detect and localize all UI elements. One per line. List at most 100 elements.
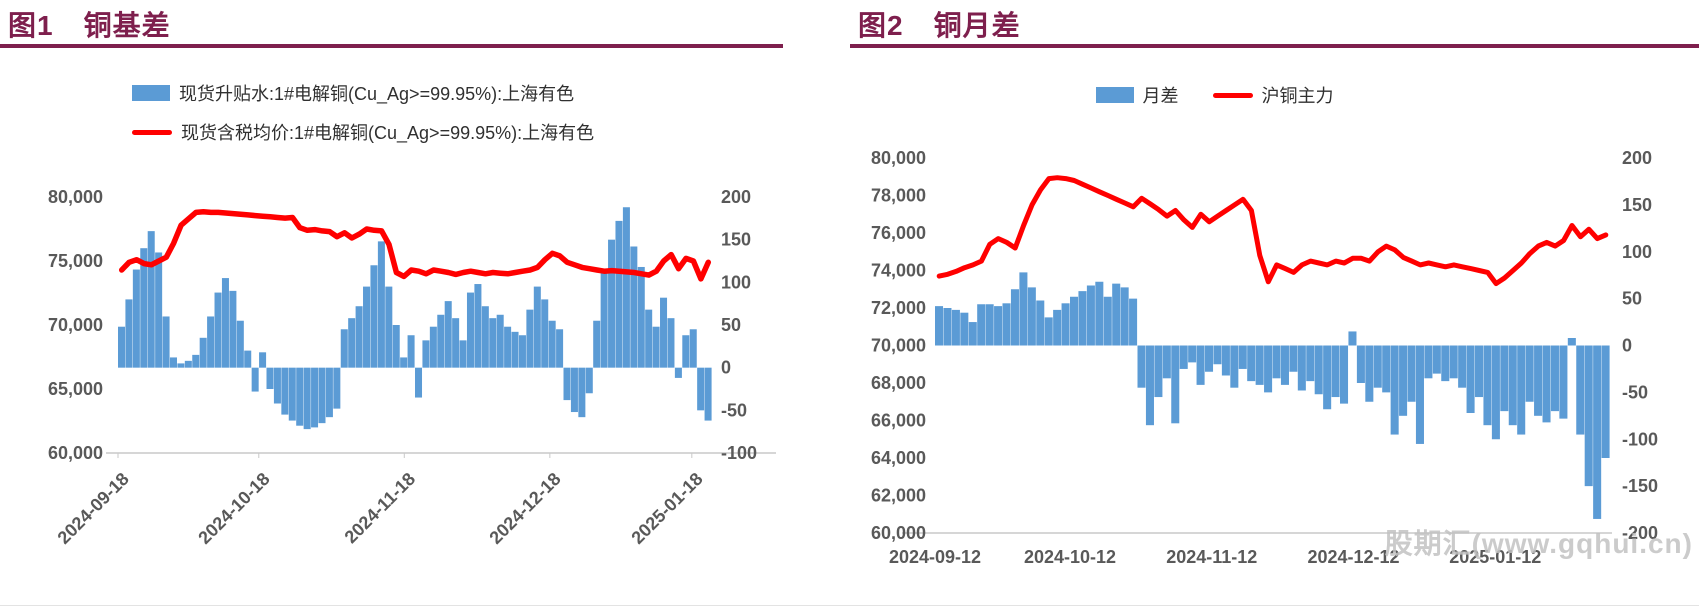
figure2-legend: 月差 沪铜主力 bbox=[850, 82, 1699, 108]
spread-bar bbox=[1593, 345, 1602, 519]
left-axis-tick-label: 76,000 bbox=[871, 223, 926, 243]
spread-bar bbox=[1078, 291, 1087, 346]
spread-bar bbox=[1542, 345, 1551, 423]
spread-bar bbox=[1424, 345, 1433, 379]
figure1-title: 图1 铜基差 bbox=[8, 4, 171, 44]
bar-series-swatch bbox=[132, 85, 170, 101]
spread-bar bbox=[935, 306, 944, 346]
left-axis-tick-label: 78,000 bbox=[871, 186, 926, 206]
figure1-title-rule bbox=[0, 44, 783, 48]
spread-bar bbox=[1264, 345, 1273, 393]
spread-bar bbox=[392, 325, 400, 368]
spread-bar bbox=[288, 367, 296, 421]
spread-bar bbox=[533, 286, 541, 368]
right-axis-tick-label: 200 bbox=[721, 187, 751, 207]
figure2-title: 图2 铜月差 bbox=[858, 4, 1021, 44]
right-axis-tick-label: 150 bbox=[721, 230, 751, 250]
spread-bar bbox=[466, 292, 474, 368]
spread-bar bbox=[578, 367, 586, 418]
left-axis-tick-label: 80,000 bbox=[48, 187, 103, 207]
x-axis-tick-label: 2024-11-12 bbox=[1166, 547, 1257, 567]
spread-bar bbox=[1458, 345, 1467, 388]
legend-item-basis: 现货升贴水:1#电解铜(Cu_Ag>=99.95%):上海有色 bbox=[132, 80, 594, 106]
legend-item-shfe-main: 沪铜主力 bbox=[1212, 82, 1334, 108]
spread-bar bbox=[444, 301, 452, 368]
spread-bar bbox=[221, 278, 229, 368]
left-axis-tick-label: 64,000 bbox=[871, 448, 926, 468]
spread-bar bbox=[652, 326, 660, 368]
spread-bar bbox=[452, 318, 460, 368]
spread-bar bbox=[704, 367, 712, 421]
right-axis-tick-label: -100 bbox=[721, 443, 757, 463]
spread-bar bbox=[489, 318, 497, 368]
left-axis-tick-label: 68,000 bbox=[871, 373, 926, 393]
spread-bar bbox=[1154, 345, 1163, 398]
spread-bar bbox=[1584, 345, 1593, 487]
spread-bar bbox=[155, 252, 163, 368]
spread-bar bbox=[608, 239, 616, 368]
spread-bar bbox=[311, 367, 319, 428]
figure2-title-rule bbox=[850, 44, 1699, 48]
spread-bar bbox=[1390, 345, 1399, 435]
spread-bar bbox=[1289, 345, 1298, 372]
spread-bar bbox=[1525, 345, 1534, 402]
spread-bar bbox=[563, 367, 571, 401]
spread-bar bbox=[600, 269, 608, 368]
spread-bar bbox=[667, 318, 675, 368]
spread-bar bbox=[1550, 345, 1559, 412]
left-axis-tick-label: 75,000 bbox=[48, 251, 103, 271]
spread-bar bbox=[1137, 345, 1146, 388]
spread-bar bbox=[1466, 345, 1475, 413]
bottom-separator bbox=[0, 605, 1699, 606]
figure1-legend: 现货升贴水:1#电解铜(Cu_Ag>=99.95%):上海有色 现货含税均价:1… bbox=[132, 80, 594, 145]
legend-label: 现货升贴水:1#电解铜(Cu_Ag>=99.95%):上海有色 bbox=[179, 84, 575, 104]
x-axis-tick-label: 2025-01-12 bbox=[1449, 547, 1541, 567]
spread-bar bbox=[481, 306, 489, 368]
spread-bar bbox=[660, 297, 668, 368]
spread-bar bbox=[548, 320, 556, 368]
spread-bar bbox=[125, 299, 133, 368]
spread-bar bbox=[147, 231, 155, 368]
x-axis-tick-label: 2024-09-12 bbox=[889, 547, 981, 567]
spread-bar bbox=[1019, 272, 1028, 346]
legend-label: 沪铜主力 bbox=[1261, 86, 1334, 106]
spread-bar bbox=[1517, 345, 1526, 435]
spread-bar bbox=[340, 329, 348, 368]
spread-bar bbox=[1449, 345, 1458, 379]
left-axis-tick-label: 74,000 bbox=[871, 261, 926, 281]
spread-bar bbox=[377, 241, 385, 368]
right-axis-tick-label: 50 bbox=[721, 315, 741, 335]
legend-item-month-spread: 月差 bbox=[1095, 82, 1179, 108]
spread-bar bbox=[1053, 309, 1062, 346]
spread-bar bbox=[184, 360, 192, 368]
figure2-name: 铜月差 bbox=[933, 10, 1021, 41]
x-axis-tick-label: 2024-11-18 bbox=[341, 469, 420, 548]
x-axis-tick-label: 2024-12-18 bbox=[485, 469, 564, 548]
figure1-number: 图1 bbox=[8, 10, 54, 41]
spread-bar bbox=[526, 309, 534, 368]
spread-bar bbox=[630, 246, 638, 368]
spread-bar bbox=[968, 322, 977, 346]
spread-bar bbox=[169, 357, 177, 368]
spread-bar bbox=[1340, 345, 1349, 404]
spread-bar bbox=[1255, 345, 1264, 385]
spread-bar bbox=[1272, 345, 1281, 379]
spread-bar bbox=[1247, 345, 1256, 382]
spread-bar bbox=[1120, 287, 1129, 346]
spread-bar bbox=[1407, 345, 1416, 402]
spread-bar bbox=[1365, 345, 1374, 402]
legend-item-spot-price: 现货含税均价:1#电解铜(Cu_Ag>=99.95%):上海有色 bbox=[132, 119, 594, 145]
spread-bar bbox=[429, 326, 437, 368]
spread-bar bbox=[1306, 345, 1315, 382]
left-axis-tick-label: 60,000 bbox=[871, 523, 926, 543]
spread-bar bbox=[1238, 345, 1247, 369]
spread-bar bbox=[1323, 345, 1332, 410]
spread-bar bbox=[1348, 331, 1357, 346]
spread-bar bbox=[236, 320, 244, 368]
spread-bar bbox=[244, 350, 252, 368]
spread-bar bbox=[1441, 345, 1450, 382]
spread-bar bbox=[177, 363, 185, 368]
right-axis-tick-label: 200 bbox=[1622, 148, 1652, 168]
spread-bar bbox=[496, 314, 504, 368]
site-watermark: 股期汇(www.gqhui.cn) bbox=[1384, 528, 1693, 559]
